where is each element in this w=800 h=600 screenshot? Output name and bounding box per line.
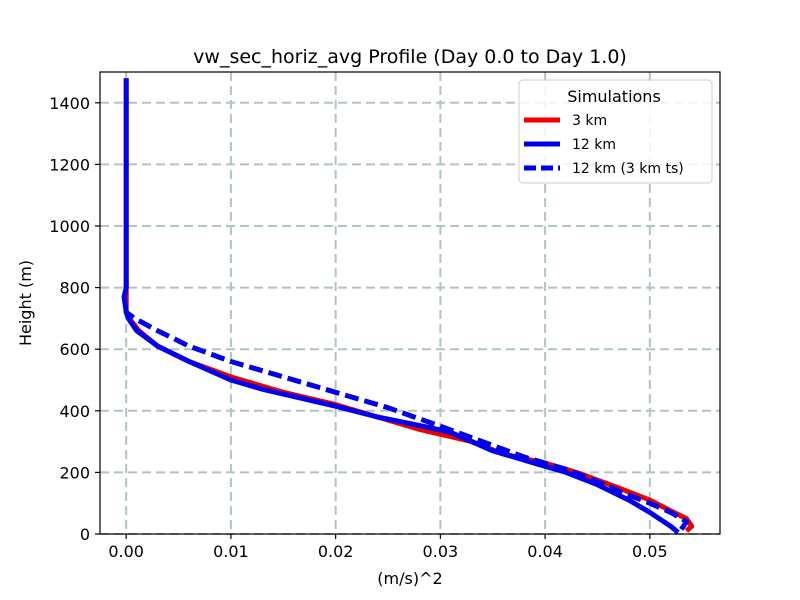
legend-title: Simulations <box>567 87 661 106</box>
series-line-1 <box>121 78 680 535</box>
legend: Simulations 3 km 12 km 12 km (3 km ts) <box>518 79 713 184</box>
y-tick-label: 600 <box>59 340 90 359</box>
y-axis: 0 200 400 600 800 1000 1200 1400 <box>49 94 100 544</box>
x-tick-label: 0.03 <box>423 542 459 561</box>
x-axis-label: (m/s)^2 <box>377 569 442 588</box>
y-tick-label: 400 <box>59 402 90 421</box>
series-line-2 <box>124 310 689 531</box>
y-tick-label: 1000 <box>49 217 90 236</box>
chart-title: vw_sec_horiz_avg Profile (Day 0.0 to Day… <box>193 46 627 68</box>
y-tick-label: 0 <box>80 525 90 544</box>
y-tick-label: 200 <box>59 463 90 482</box>
y-tick-label: 1200 <box>49 155 90 174</box>
legend-box <box>518 79 713 184</box>
x-axis: 0.00 0.01 0.02 0.03 0.04 0.05 <box>108 534 668 561</box>
legend-label-12km: 12 km <box>572 137 616 153</box>
series-layer <box>121 78 695 535</box>
plot-frame <box>99 71 721 535</box>
x-tick-label: 0.00 <box>108 542 144 561</box>
x-tick-label: 0.05 <box>632 542 668 561</box>
x-tick-label: 0.04 <box>527 542 563 561</box>
legend-label-3km: 3 km <box>572 113 607 129</box>
y-tick-label: 1400 <box>49 94 90 113</box>
x-tick-label: 0.02 <box>318 542 354 561</box>
legend-label-12km-3kmts: 12 km (3 km ts) <box>572 161 684 177</box>
x-tick-label: 0.01 <box>213 542 249 561</box>
y-axis-label: Height (m) <box>16 260 35 346</box>
y-tick-label: 800 <box>59 279 90 298</box>
